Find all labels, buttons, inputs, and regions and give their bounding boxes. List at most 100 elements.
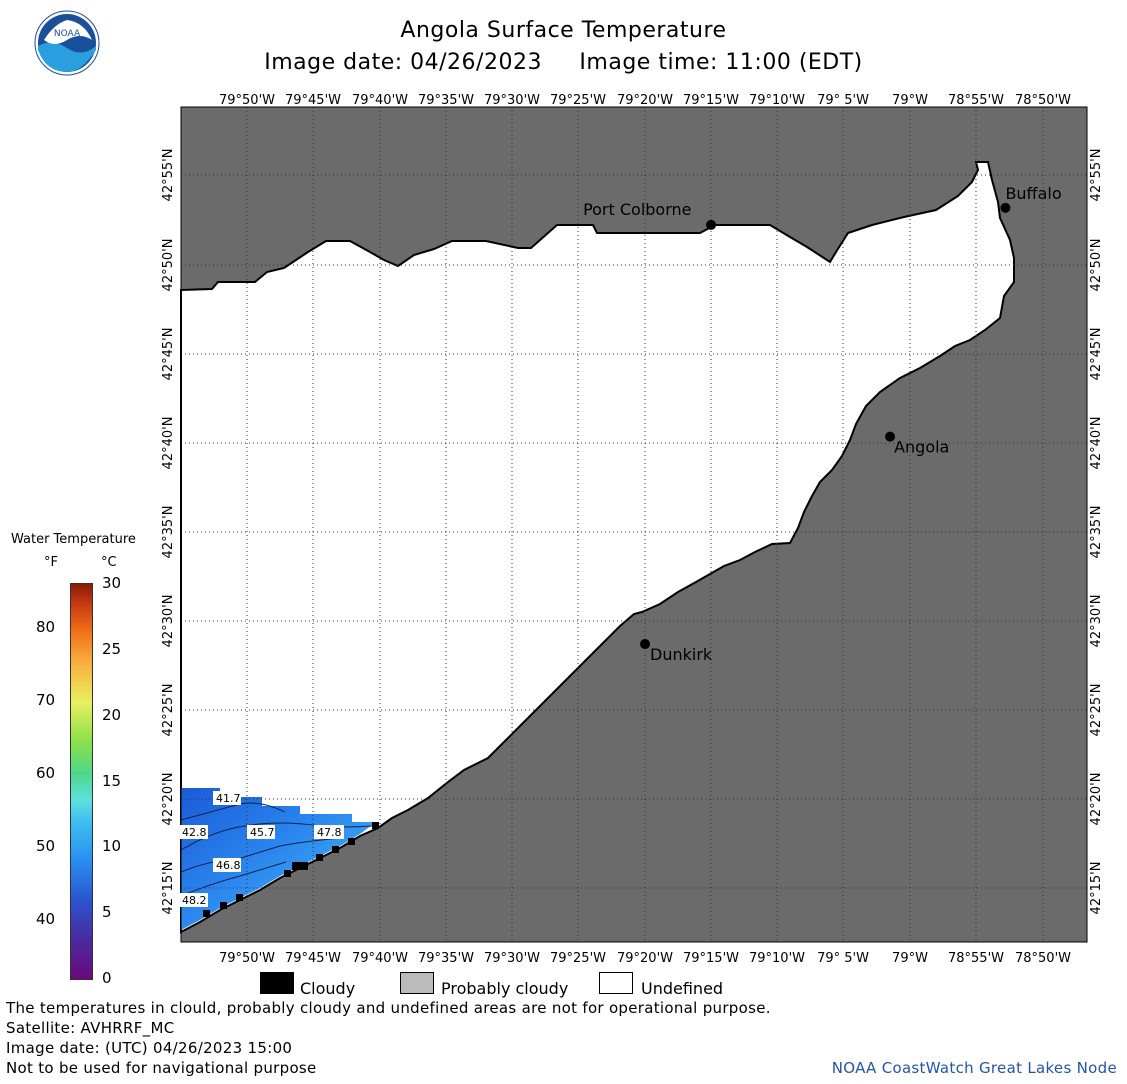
latitude-labels-left: 42°55'N 42°50'N 42°45'N 42°40'N 42°35'N 42°30… (161, 149, 176, 915)
celsius-tick: 25 (102, 639, 122, 658)
water-temperature-region (181, 788, 376, 930)
satellite-text: Satellite: AVHRRF_MC (6, 1019, 175, 1037)
map-title: Angola Surface Temperature (400, 18, 727, 43)
cloudy-label: Cloudy (300, 979, 356, 998)
longitude-tick-label: 79°25'W (550, 951, 606, 966)
city-label: Dunkirk (650, 645, 713, 664)
image-date: Image date: 04/26/2023 (264, 50, 542, 75)
contour-label: 45.7 (250, 826, 275, 839)
longitude-tick-label: 79°15'W (683, 951, 739, 966)
city-dot (1000, 202, 1011, 213)
temperature-colorbar (70, 583, 93, 980)
contour-label: 48.2 (182, 894, 207, 907)
celsius-tick: 10 (102, 837, 122, 856)
longitude-tick-label: 79°15'W (683, 93, 739, 108)
fahrenheit-tick: 70 (36, 691, 56, 710)
longitude-tick-label: 79°10'W (749, 951, 805, 966)
fahrenheit-tick: 50 (36, 837, 56, 856)
latitude-tick-label: 42°25'N (161, 684, 176, 737)
longitude-tick-label: 79°45'W (285, 951, 341, 966)
disclaimer-text: The temperatures in clould, probably clo… (6, 999, 771, 1017)
longitude-tick-label: 79°40'W (352, 951, 408, 966)
latitude-tick-label: 42°55'N (161, 149, 176, 202)
latitude-tick-label: 42°40'N (161, 417, 176, 470)
city-markers: Port Colborne Buffalo Angola Dunkirk (583, 184, 1062, 664)
longitude-tick-label: 79°30'W (484, 951, 540, 966)
latitude-tick-label: 42°45'N (161, 328, 176, 381)
fahrenheit-tick: 60 (36, 764, 56, 783)
contour-label: 47.8 (317, 826, 342, 839)
noaa-logo-icon: NOAA (34, 10, 100, 76)
longitude-tick-label: 79°50'W (219, 93, 275, 108)
latitude-labels-right: 42°55'N 42°50'N 42°45'N 42°40'N 42°35'N 42°30… (1089, 149, 1104, 915)
longitude-tick-label: 79°10'W (749, 93, 805, 108)
longitude-tick-label: 79°20'W (617, 93, 673, 108)
latitude-tick-label: 42°15'N (161, 862, 176, 915)
latitude-tick-label: 42°30'N (1089, 595, 1104, 648)
credit-text: NOAA CoastWatch Great Lakes Node (831, 1059, 1117, 1077)
longitude-tick-label: 78°50'W (1015, 93, 1071, 108)
longitude-tick-label: 78°50'W (1015, 951, 1071, 966)
map-subtitle: Image date: 04/26/2023 Image time: 11:00… (0, 50, 1127, 75)
longitude-tick-label: 79°30'W (484, 93, 540, 108)
utc-date-text: Image date: (UTC) 04/26/2023 15:00 (6, 1039, 293, 1057)
longitude-tick-label: 79°W (892, 951, 928, 966)
celsius-tick: 20 (102, 705, 122, 724)
latitude-tick-label: 42°35'N (161, 506, 176, 559)
logo-text: NOAA (54, 29, 81, 39)
navigation-warning: Not to be used for navigational purpose (6, 1059, 317, 1077)
contour-label: 46.8 (216, 859, 241, 872)
latitude-tick-label: 42°45'N (1089, 328, 1104, 381)
celsius-tick: 15 (102, 771, 122, 790)
legend-title: Water Temperature (11, 532, 136, 547)
latitude-tick-label: 42°40'N (1089, 417, 1104, 470)
longitude-tick-label: 79° 5'W (817, 951, 869, 966)
fahrenheit-tick: 80 (36, 617, 56, 636)
longitude-tick-label: 79°20'W (617, 951, 673, 966)
legend-unit-c: °C (101, 555, 117, 570)
latitude-tick-label: 42°20'N (1089, 773, 1104, 826)
latitude-tick-label: 42°55'N (1089, 149, 1104, 202)
latitude-tick-label: 42°15'N (1089, 862, 1104, 915)
longitude-tick-label: 79°25'W (550, 93, 606, 108)
longitude-labels-top: 79°50'W 79°45'W 79°40'W 79°35'W 79°30'W 79°25… (219, 93, 1071, 108)
latitude-tick-label: 42°25'N (1089, 684, 1104, 737)
longitude-tick-label: 78°55'W (948, 93, 1004, 108)
city-label: Buffalo (1005, 184, 1061, 203)
celsius-tick: 30 (102, 574, 122, 592)
cloudy-pixels (203, 822, 379, 917)
celsius-tick: 0 (102, 969, 112, 987)
latitude-tick-label: 42°20'N (161, 773, 176, 826)
latitude-tick-label: 42°30'N (161, 595, 176, 648)
longitude-tick-label: 79° 5'W (817, 93, 869, 108)
longitude-tick-label: 79°35'W (418, 93, 474, 108)
celsius-tick: 5 (102, 903, 112, 922)
city-label: Port Colborne (583, 200, 691, 219)
cloudy-swatch (260, 972, 294, 994)
contour-label: 41.7 (216, 792, 241, 805)
undefined-label: Undefined (641, 979, 724, 998)
image-time: Image time: 11:00 (EDT) (579, 50, 863, 75)
longitude-tick-label: 79°45'W (285, 93, 341, 108)
longitude-tick-label: 79°35'W (418, 951, 474, 966)
longitude-labels-bottom: 79°50'W 79°45'W 79°40'W 79°35'W 79°30'W 79°25… (219, 951, 1071, 966)
latitude-tick-label: 42°50'N (161, 239, 176, 292)
city-dot (640, 639, 651, 650)
legend-unit-f: °F (44, 555, 58, 570)
longitude-tick-label: 78°55'W (948, 951, 1004, 966)
latitude-tick-label: 42°50'N (1089, 239, 1104, 292)
fahrenheit-tick: 40 (36, 910, 56, 929)
city-dot (706, 219, 717, 230)
map-frame (180, 106, 1088, 943)
latitude-tick-label: 42°35'N (1089, 506, 1104, 559)
probably-cloudy-swatch (400, 972, 434, 994)
city-dot (885, 431, 896, 442)
graticule (181, 107, 1087, 942)
contour-value-labels: 41.7 42.8 45.7 47.8 46.8 48.2 (180, 791, 344, 907)
longitude-tick-label: 79°W (892, 93, 928, 108)
undefined-swatch (599, 972, 633, 994)
probably-cloudy-label: Probably cloudy (441, 979, 569, 998)
contour-label: 42.8 (182, 826, 207, 839)
longitude-tick-label: 79°50'W (219, 951, 275, 966)
